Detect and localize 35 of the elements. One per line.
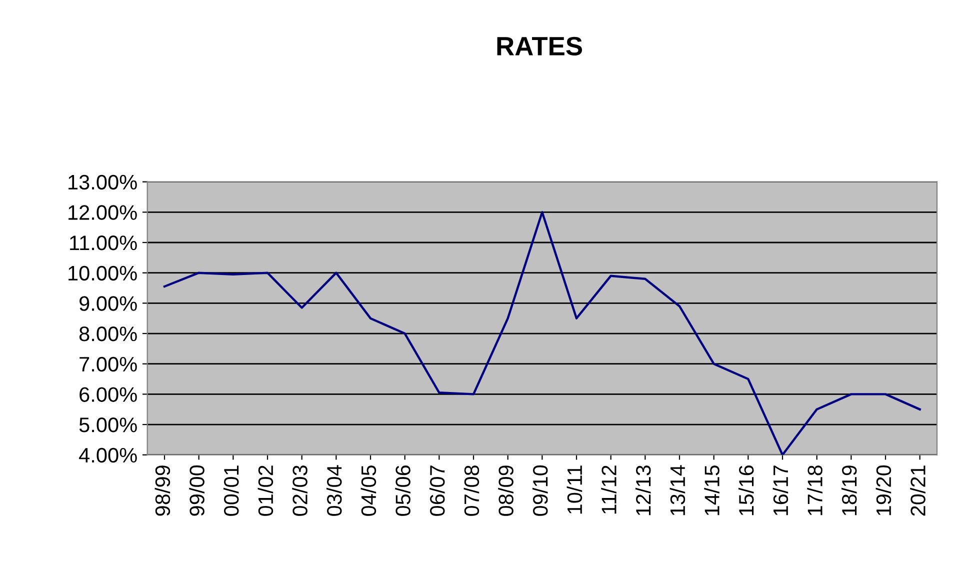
y-tick-label: 7.00%: [80, 356, 137, 372]
x-tick-label: 10/11: [566, 466, 582, 514]
x-tick-label: 16/17: [772, 466, 788, 516]
y-tick-label: 10.00%: [68, 266, 137, 281]
y-tick-label: 9.00%: [80, 296, 137, 311]
x-tick-label: 18/19: [841, 466, 857, 516]
x-tick-label: 19/20: [876, 465, 892, 516]
x-tick-label: 17/18: [807, 465, 822, 516]
y-tick-label: 13.00%: [68, 174, 137, 190]
y-tick-label: 5.00%: [79, 418, 137, 432]
x-tick-label: 15/16: [738, 465, 754, 516]
x-tick-label: 99/00: [189, 465, 204, 516]
y-tick-label: 8.00%: [79, 326, 137, 342]
chart-title: RATES: [497, 36, 582, 56]
y-tick-label: 6.00%: [80, 387, 137, 402]
x-tick-label: 08/09: [498, 466, 514, 516]
x-tick-label: 20/21: [910, 466, 926, 516]
y-tick-label: 11.00%: [70, 236, 137, 250]
x-tick-label: 01/02: [258, 466, 274, 516]
x-tick-label: 04/05: [360, 465, 376, 516]
x-tick-label: 12/13: [635, 465, 651, 516]
y-tick-label: 12.00%: [68, 205, 137, 220]
x-tick-label: 00/01: [223, 466, 239, 516]
x-tick-label: 98/99: [154, 466, 170, 516]
x-tick-label: 02/03: [292, 465, 308, 516]
x-tick-label: 14/15: [704, 465, 720, 516]
x-tick-label: 13/14: [670, 465, 686, 516]
x-tick-label: 07/08: [464, 465, 480, 516]
x-tick-label: 09/10: [532, 465, 548, 516]
y-tick-label: 4.00%: [79, 448, 137, 463]
x-tick-label: 05/06: [395, 465, 410, 516]
x-tick-label: 06/07: [429, 466, 445, 516]
x-tick-label: 03/04: [326, 465, 342, 516]
x-tick-label: 11/12: [601, 466, 616, 514]
line-series: [163, 211, 921, 455]
